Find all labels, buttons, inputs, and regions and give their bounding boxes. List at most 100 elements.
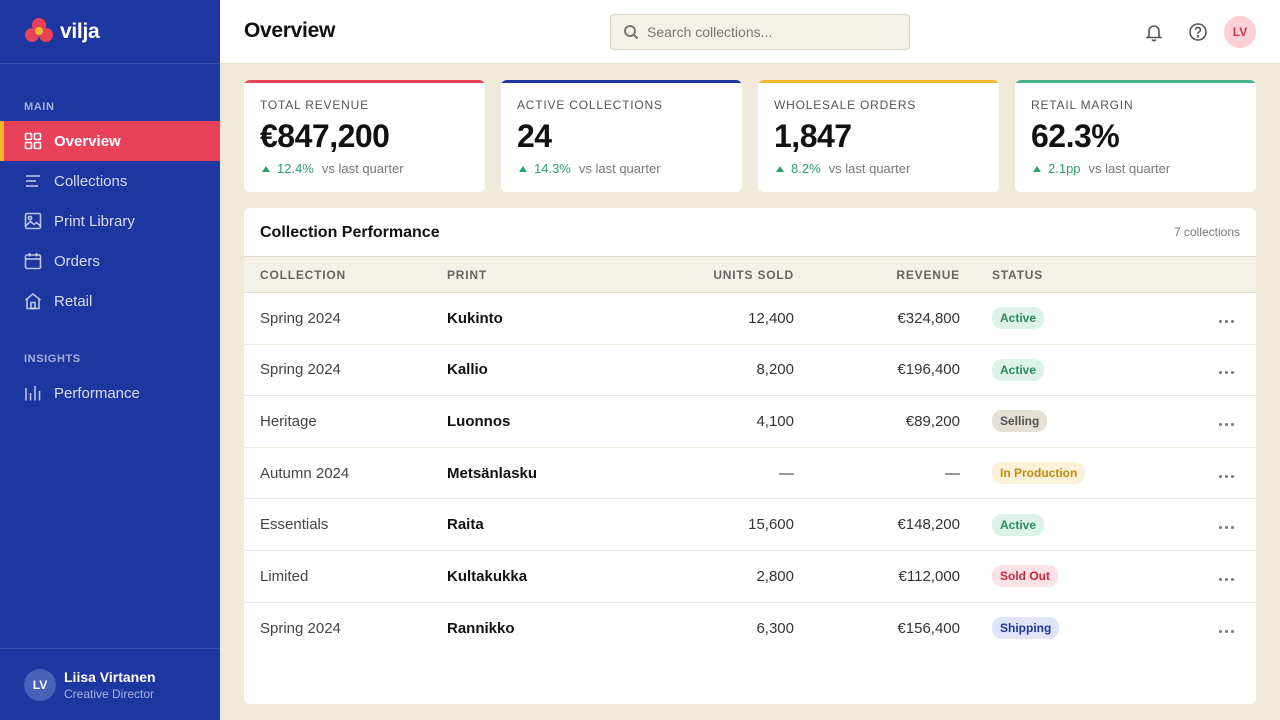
cell-units-sold: 15,600 [748,516,794,534]
brand-name: vilja [60,19,100,43]
cell-collection: Heritage [260,412,317,430]
kpi-value: 24 [517,118,552,154]
column-header-print[interactable]: PRINT [447,267,487,282]
column-header-actions [1196,257,1256,293]
status-badge: Shipping [992,617,1060,640]
kpi-delta-value: 14.3% [534,161,571,176]
user-name: Liisa Virtanen [64,668,156,685]
search-icon [624,25,639,40]
brand[interactable]: vilja [0,0,220,64]
cell-print: Kallio [447,361,488,379]
kpi-label: RETAIL MARGIN [1031,98,1134,112]
top-header: Overview LV [220,0,1280,64]
cell-print: Rannikko [447,619,515,637]
cell-units-sold: 12,400 [748,309,794,327]
help-icon [1189,23,1207,41]
user-role: Creative Director [64,686,155,701]
bell-icon [1145,25,1163,42]
column-header-status[interactable]: STATUS [992,267,1044,282]
cell-units-sold: 2,800 [756,567,794,585]
search-box[interactable] [610,14,910,50]
collection-table: COLLECTION PRINT UNITS SOLD REVENUE STAT… [244,256,1256,654]
sidebar-item-performance[interactable]: Performance [0,373,220,413]
cell-collection: Spring 2024 [260,309,341,327]
sidebar-item-label: Print Library [54,212,135,230]
kpi-delta-value: 12.4% [277,161,314,176]
status-badge: Sold Out [992,565,1058,588]
status-badge: Active [992,358,1045,381]
page-title: Overview [244,19,335,42]
search-input[interactable] [647,24,887,40]
cell-units-sold: — [779,464,794,482]
kpi-delta-value: 8.2% [791,161,821,176]
cell-revenue: €89,200 [905,412,960,430]
kpi-value: 62.3% [1031,118,1120,154]
sidebar-item-label: Collections [54,172,128,190]
help-button[interactable] [1186,20,1210,44]
more-actions-icon[interactable] [1215,574,1238,585]
kpi-card-active-collections: ACTIVE COLLECTIONS 24 14.3% vs last quar… [501,80,742,192]
cell-revenue: €324,800 [897,309,960,327]
kpi-delta-caption: vs last quarter [828,161,911,176]
table-row[interactable]: Spring 2024 Kallio 8,200 €196,400 Active [244,344,1256,396]
cell-print: Kultakukka [447,567,528,585]
kpi-delta-value: 2.1pp [1048,161,1081,176]
kpi-delta-caption: vs last quarter [578,161,661,176]
sidebar-item-print-library[interactable]: Print Library [0,201,220,241]
column-header-revenue[interactable]: REVENUE [896,267,960,282]
kpi-card-total-revenue: TOTAL REVENUE €847,200 12.4% vs last qua… [244,80,485,192]
table-header-row: COLLECTION PRINT UNITS SOLD REVENUE STAT… [244,256,1256,293]
trend-up-icon [1033,165,1041,172]
cell-revenue: €112,000 [898,567,960,585]
status-badge: Selling [992,410,1048,433]
notifications-button[interactable] [1142,20,1166,44]
cell-units-sold: 4,100 [756,412,794,430]
more-actions-icon[interactable] [1215,626,1238,637]
table-row[interactable]: Autumn 2024 Metsänlasku — — In Productio… [244,447,1256,499]
cell-collection: Spring 2024 [260,619,341,637]
cell-print: Raita [447,516,484,534]
more-actions-icon[interactable] [1215,419,1238,430]
sidebar-item-collections[interactable]: Collections [0,161,220,201]
cell-collection: Autumn 2024 [260,464,350,482]
table-row[interactable]: Essentials Raita 15,600 €148,200 Active [244,499,1256,551]
column-header-units-sold[interactable]: UNITS SOLD [713,267,794,282]
cell-units-sold: 8,200 [756,361,794,379]
more-actions-icon[interactable] [1215,471,1238,482]
kpi-value: €847,200 [260,118,390,154]
more-actions-icon[interactable] [1215,367,1238,378]
more-actions-icon[interactable] [1215,316,1238,327]
table-row[interactable]: Spring 2024 Kukinto 12,400 €324,800 Acti… [244,293,1256,345]
cell-revenue: — [945,464,960,482]
kpi-delta: 8.2% vs last quarter [774,161,983,176]
store-icon [24,292,42,310]
list-icon [24,172,42,190]
cell-units-sold: 6,300 [756,619,794,637]
sidebar-item-orders[interactable]: Orders [0,241,220,281]
trend-up-icon [776,165,784,172]
bar-chart-icon [24,384,42,402]
flower-logo-icon [24,17,54,47]
kpi-label: TOTAL REVENUE [260,98,369,112]
more-actions-icon[interactable] [1215,522,1238,533]
cell-revenue: €196,400 [897,361,960,379]
sidebar-item-label: Overview [54,132,121,150]
trend-up-icon [519,165,527,172]
sidebar: vilja MAIN Overview Collections Print Li… [0,0,220,720]
table-row[interactable]: Limited Kultakukka 2,800 €112,000 Sold O… [244,550,1256,603]
kpi-label: ACTIVE COLLECTIONS [517,98,663,112]
table-row[interactable]: Heritage Luonnos 4,100 €89,200 Selling [244,396,1256,448]
grid-icon [24,132,42,150]
cell-revenue: €148,200 [897,516,960,534]
header-avatar[interactable]: LV [1224,16,1256,48]
kpi-label: WHOLESALE ORDERS [774,98,917,112]
kpi-delta: 14.3% vs last quarter [517,161,726,176]
user-profile[interactable]: LV Liisa Virtanen Creative Director [0,648,220,720]
sidebar-item-overview[interactable]: Overview [0,121,220,161]
column-header-collection[interactable]: COLLECTION [260,267,346,282]
status-badge: Active [992,307,1045,330]
table-title: Collection Performance [260,224,440,241]
table-row[interactable]: Spring 2024 Rannikko 6,300 €156,400 Ship… [244,602,1256,654]
sidebar-item-retail[interactable]: Retail [0,281,220,321]
kpi-delta-caption: vs last quarter [1088,161,1171,176]
